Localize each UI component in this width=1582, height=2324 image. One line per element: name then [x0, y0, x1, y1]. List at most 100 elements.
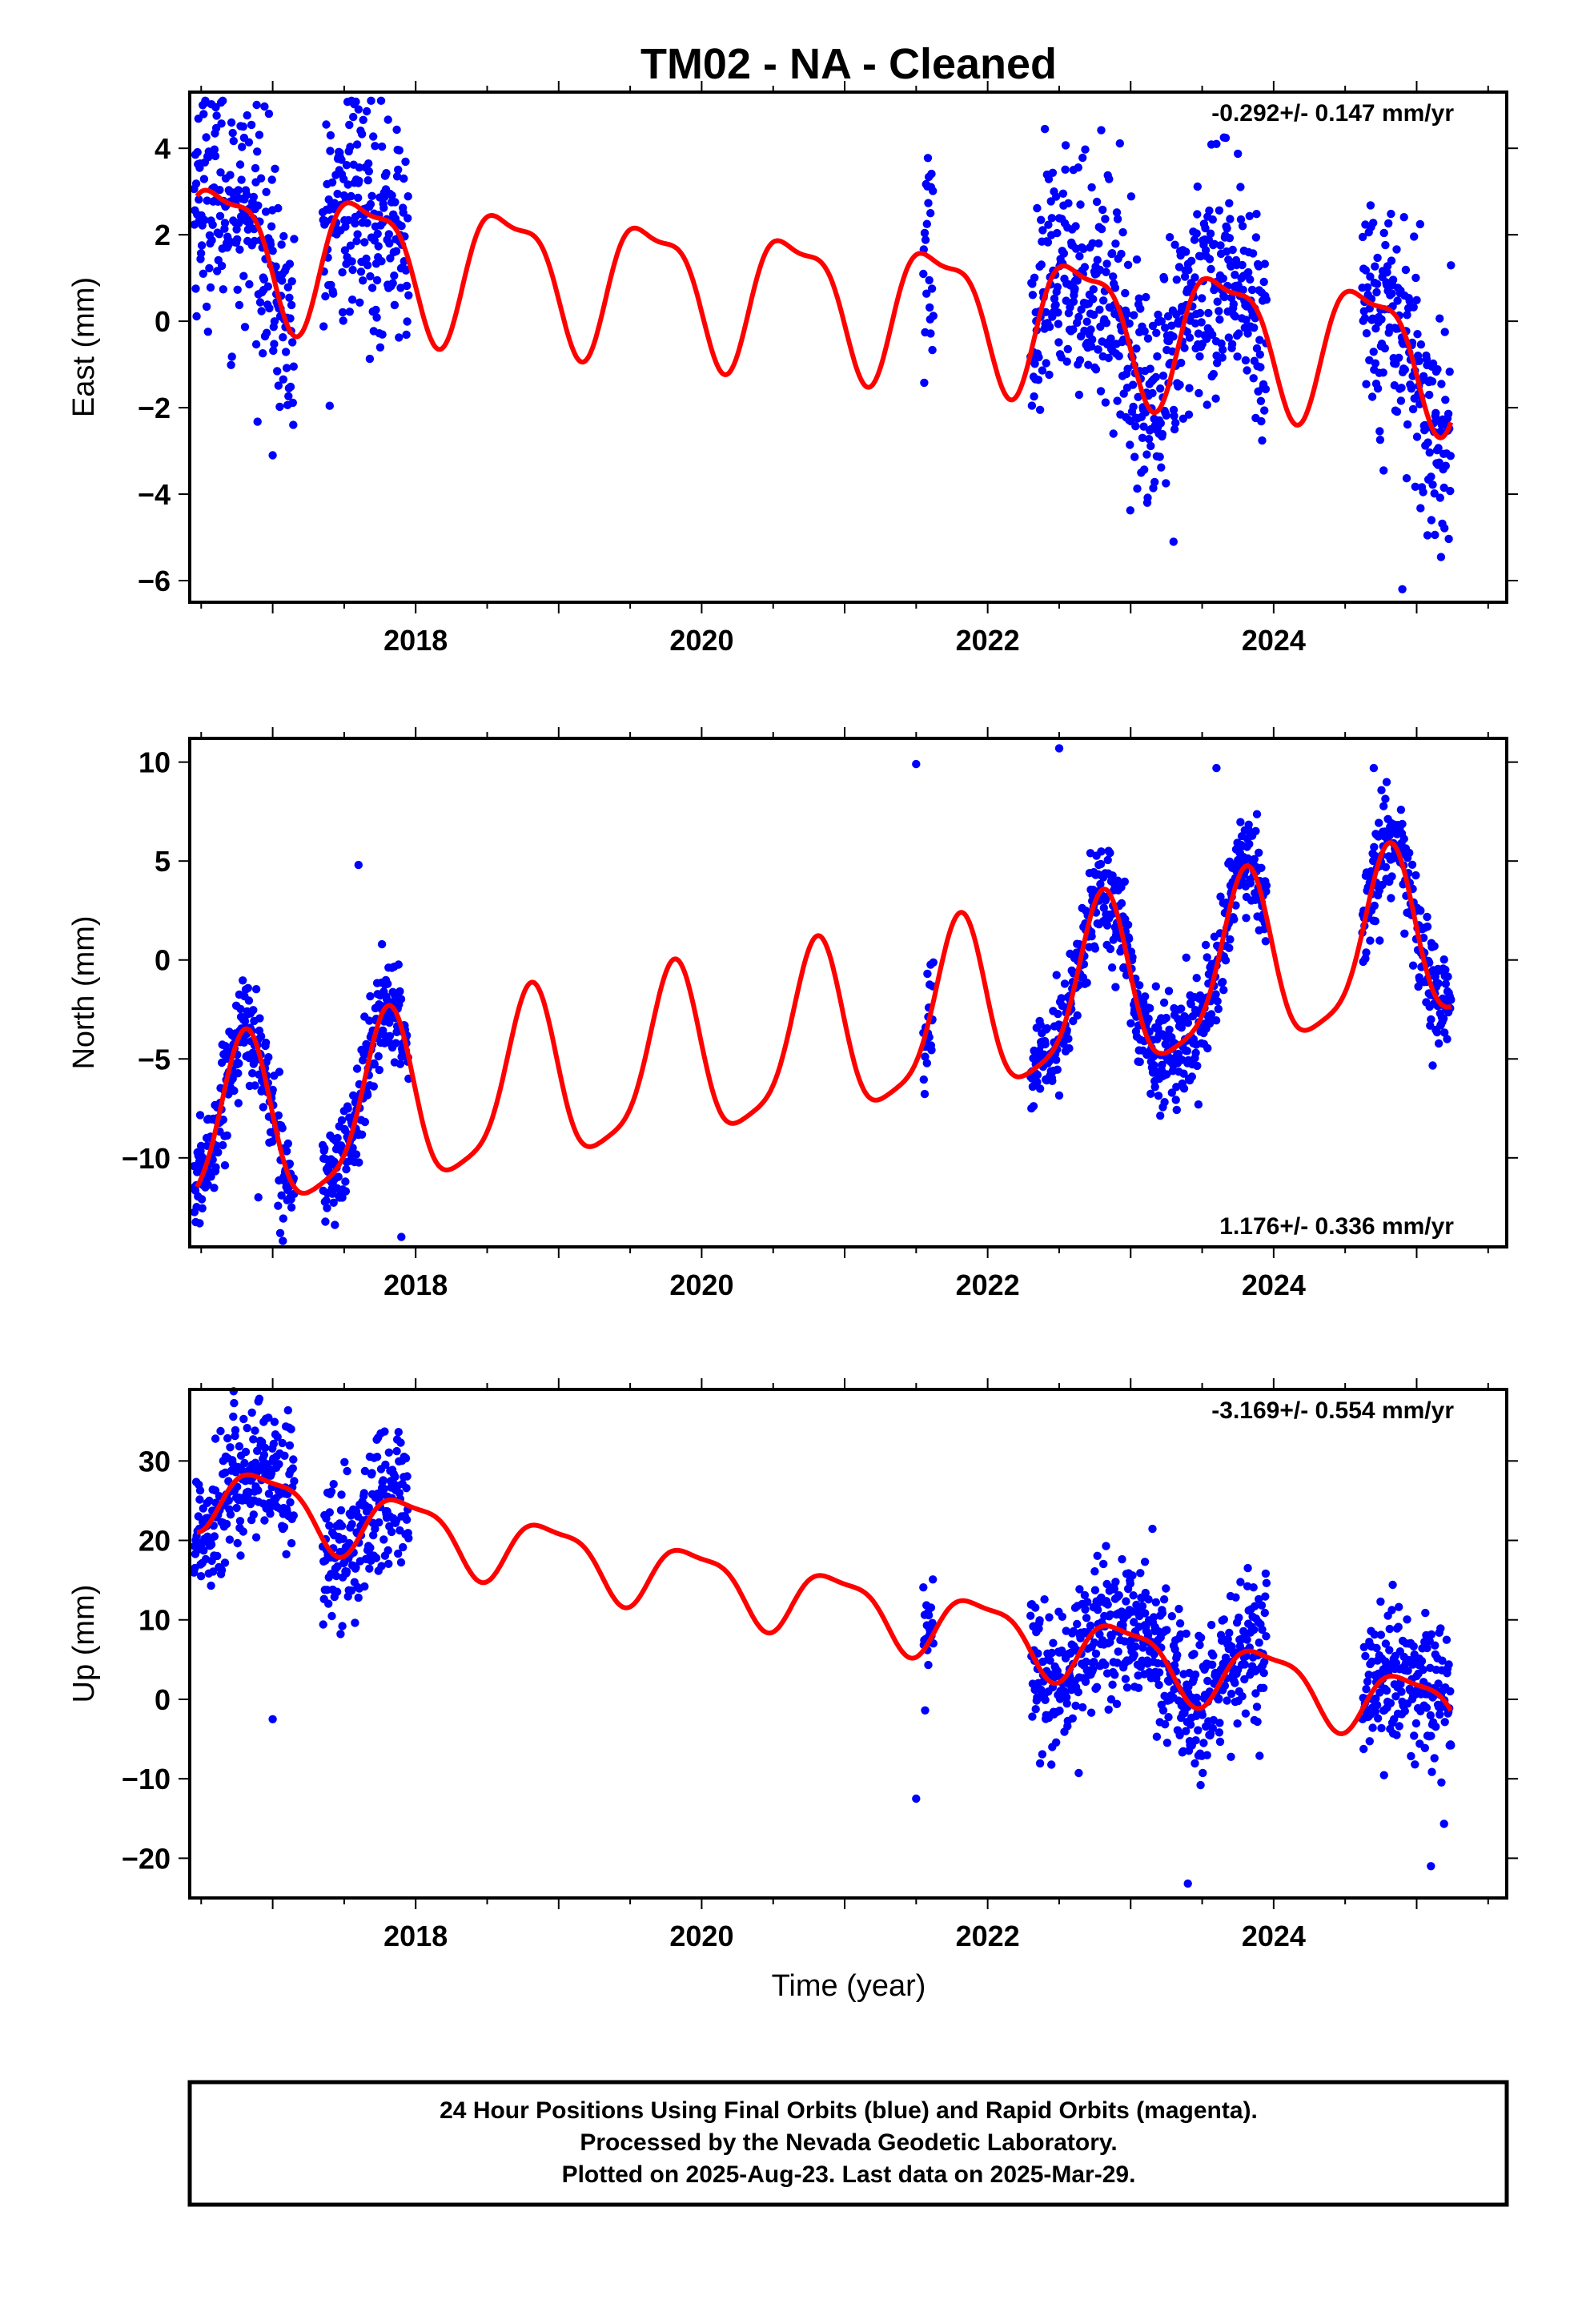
east-data-point	[1154, 310, 1162, 320]
north-data-point	[1096, 879, 1105, 889]
up-data-point	[1082, 1614, 1091, 1622]
east-data-point	[1397, 384, 1406, 392]
up-data-point	[351, 1618, 359, 1627]
east-data-point	[1071, 222, 1080, 231]
east-data-point	[929, 312, 938, 320]
east-data-point	[377, 142, 387, 151]
east-data-point	[404, 291, 413, 300]
up-data-point	[267, 1469, 276, 1478]
east-data-point	[227, 118, 236, 127]
up-data-point	[1207, 1620, 1216, 1630]
east-data-point	[1093, 255, 1102, 264]
east-data-point	[215, 230, 224, 239]
north-data-point	[348, 1144, 357, 1152]
east-data-point	[1197, 318, 1206, 327]
north-data-point	[1102, 921, 1112, 930]
north-data-point	[1371, 851, 1379, 860]
up-data-point	[278, 1438, 287, 1448]
north-data-point	[1064, 1034, 1073, 1043]
east-data-point	[366, 271, 375, 281]
up-data-point	[1173, 1651, 1182, 1659]
east-data-point	[1228, 245, 1237, 255]
north-data-point	[1414, 982, 1423, 991]
east-data-point	[1112, 208, 1122, 217]
east-data-point	[1102, 319, 1111, 328]
east-data-point	[1379, 368, 1387, 377]
up-data-point	[268, 1715, 277, 1723]
east-data-point	[1205, 206, 1214, 215]
east-data-point	[1241, 356, 1251, 365]
east-data-point	[259, 349, 267, 358]
north-data-point	[1069, 1016, 1078, 1026]
east-data-point	[1262, 296, 1271, 304]
up-data-point	[1215, 1694, 1223, 1703]
east-data-point	[1211, 394, 1220, 403]
north-data-point	[1106, 848, 1114, 858]
north-data-point	[1052, 1055, 1061, 1064]
east-data-point	[1212, 139, 1221, 148]
north-data-point	[1165, 1025, 1174, 1035]
up-data-point	[1182, 1629, 1191, 1638]
up-frame	[188, 1388, 1508, 1900]
east-data-point	[1062, 357, 1071, 366]
east-data-point	[1027, 401, 1037, 410]
north-frame	[188, 737, 1508, 1248]
east-data-point	[245, 279, 254, 289]
north-data-point	[1375, 936, 1384, 945]
up-data-point	[1138, 1602, 1147, 1610]
east-data-point	[1361, 266, 1371, 275]
north-data-point	[912, 759, 921, 769]
north-data-point	[279, 1236, 287, 1245]
north-y-tick-label: 0	[155, 944, 171, 977]
east-data-point	[1250, 324, 1259, 332]
east-data-point	[926, 209, 935, 218]
north-data-point	[1097, 847, 1106, 856]
east-data-point	[1257, 416, 1266, 426]
east-data-point	[1243, 329, 1252, 338]
up-data-point	[1261, 1592, 1270, 1601]
east-data-point	[1412, 296, 1421, 304]
up-data-point	[1255, 1751, 1264, 1760]
up-data-point	[1053, 1667, 1062, 1675]
east-data-point	[1087, 183, 1096, 192]
east-data-point	[1101, 398, 1110, 407]
east-data-point	[338, 308, 347, 317]
east-data-point	[1062, 296, 1070, 305]
up-data-point	[280, 1451, 289, 1461]
east-data-point	[1428, 359, 1438, 368]
up-data-point	[928, 1618, 937, 1627]
east-data-point	[238, 143, 247, 151]
east-data-point	[1034, 352, 1043, 362]
east-data-point	[391, 247, 401, 255]
north-data-point	[1381, 794, 1390, 803]
east-data-point	[1215, 206, 1224, 215]
up-data-point	[1194, 1726, 1203, 1735]
east-data-point	[219, 96, 227, 105]
east-data-point	[1373, 253, 1382, 263]
up-data-point	[1141, 1609, 1150, 1618]
north-data-point	[1261, 937, 1271, 946]
east-data-point	[1113, 215, 1122, 223]
east-data-point	[392, 125, 401, 135]
north-data-point	[283, 1139, 292, 1148]
east-data-point	[397, 222, 406, 231]
up-y-tick-label: 10	[139, 1604, 171, 1637]
east-data-point	[1038, 366, 1047, 375]
up-data-point	[1409, 1642, 1418, 1651]
east-data-point	[1392, 245, 1401, 254]
up-data-point	[1372, 1643, 1381, 1653]
up-data-point	[205, 1496, 214, 1506]
up-data-point	[1426, 1711, 1435, 1720]
east-data-point	[1143, 493, 1152, 502]
up-data-point	[239, 1414, 248, 1424]
up-data-point	[1368, 1723, 1377, 1732]
east-data-point	[401, 266, 411, 275]
up-data-point	[329, 1480, 338, 1489]
east-data-point	[1042, 308, 1050, 316]
up-data-point	[359, 1489, 368, 1498]
north-data-point	[197, 1152, 206, 1160]
north-data-point	[1245, 839, 1254, 849]
up-data-point	[1183, 1879, 1192, 1888]
east-data-point	[281, 348, 291, 356]
north-data-point	[1073, 1011, 1082, 1020]
